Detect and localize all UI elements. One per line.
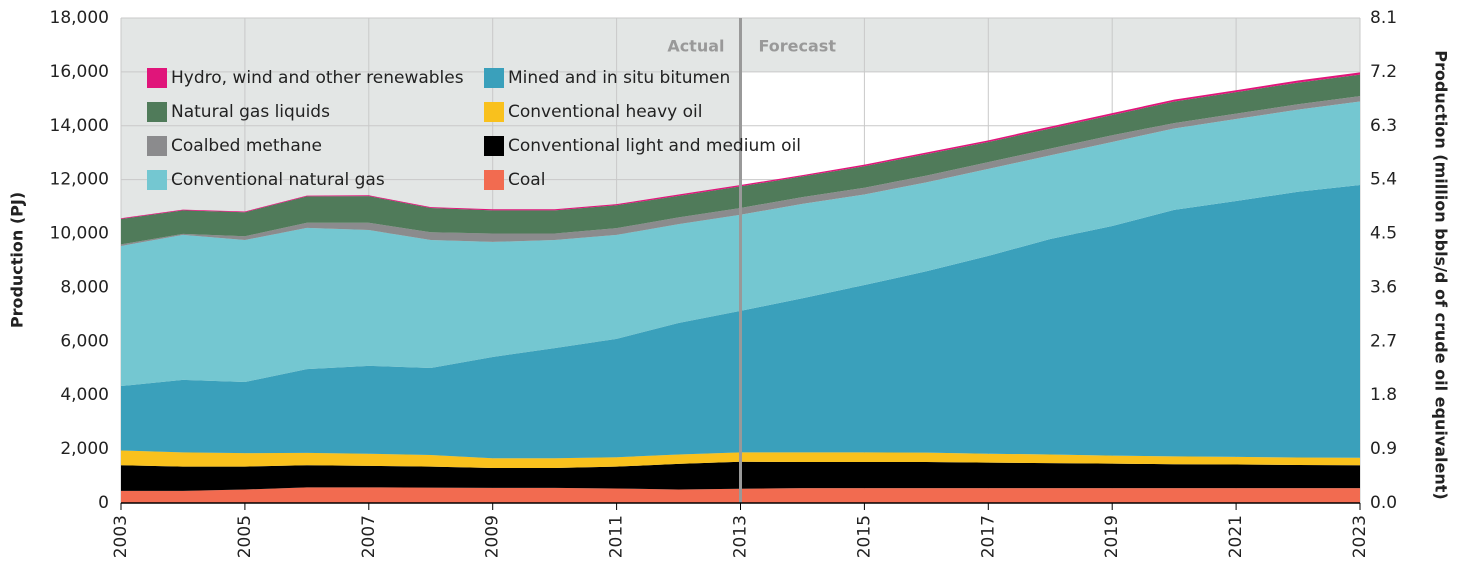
- y-tick-label: 2,000: [60, 439, 109, 459]
- y-tick-label: 0: [98, 493, 109, 513]
- x-tick-label: 2023: [1350, 515, 1370, 558]
- y2-tick-label: 2.7: [1370, 331, 1397, 351]
- y-tick-label: 16,000: [50, 62, 109, 82]
- legend-swatch: [147, 136, 167, 156]
- legend-swatch: [484, 102, 504, 122]
- legend-swatch: [484, 170, 504, 190]
- x-tick-label: 2015: [854, 515, 874, 558]
- legend-swatch: [147, 68, 167, 88]
- y2-tick-label: 3.6: [1370, 277, 1397, 297]
- legend-label: Conventional natural gas: [171, 170, 385, 190]
- y-axis-title: Production (PJ): [8, 192, 27, 328]
- y-tick-label: 12,000: [50, 170, 109, 190]
- y2-tick-label: 6.3: [1370, 116, 1397, 136]
- legend-label: Conventional heavy oil: [508, 102, 702, 122]
- y2-tick-label: 8.1: [1370, 8, 1397, 28]
- legend-label: Natural gas liquids: [171, 102, 330, 122]
- y2-tick-label: 7.2: [1370, 62, 1397, 82]
- legend-label: Conventional light and medium oil: [508, 136, 801, 156]
- y-tick-label: 6,000: [60, 331, 109, 351]
- legend-label: Mined and in situ bitumen: [508, 68, 730, 88]
- x-tick-label: 2009: [483, 515, 503, 558]
- legend-swatch: [484, 68, 504, 88]
- annotation: Forecast: [759, 37, 837, 56]
- x-tick-label: 2007: [359, 515, 379, 558]
- annotation: Actual: [667, 37, 724, 56]
- y2-tick-label: 0.9: [1370, 439, 1397, 459]
- x-tick-label: 2005: [235, 515, 255, 558]
- x-tick-label: 2013: [731, 515, 751, 558]
- y-tick-label: 14,000: [50, 116, 109, 136]
- y2-axis-title: Production (million bbls/d of crude oil …: [1432, 50, 1451, 499]
- y2-tick-label: 1.8: [1370, 385, 1397, 405]
- y2-tick-label: 5.4: [1370, 170, 1397, 190]
- x-tick-label: 2021: [1226, 515, 1246, 558]
- legend-label: Coal: [508, 170, 545, 190]
- y-tick-label: 8,000: [60, 277, 109, 297]
- y2-tick-label: 4.5: [1370, 224, 1397, 244]
- y2-tick-label: 0.0: [1370, 493, 1397, 513]
- y-tick-label: 10,000: [50, 224, 109, 244]
- x-tick-label: 2017: [978, 515, 998, 558]
- x-tick-label: 2003: [111, 515, 131, 558]
- legend-swatch: [147, 170, 167, 190]
- y-tick-label: 18,000: [50, 8, 109, 28]
- legend-swatch: [484, 136, 504, 156]
- legend-swatch: [147, 102, 167, 122]
- y-tick-label: 4,000: [60, 385, 109, 405]
- legend-label: Hydro, wind and other renewables: [171, 68, 464, 88]
- legend-label: Coalbed methane: [171, 136, 322, 156]
- x-tick-label: 2011: [607, 515, 627, 558]
- x-tick-label: 2019: [1102, 515, 1122, 558]
- area: [121, 74, 1360, 245]
